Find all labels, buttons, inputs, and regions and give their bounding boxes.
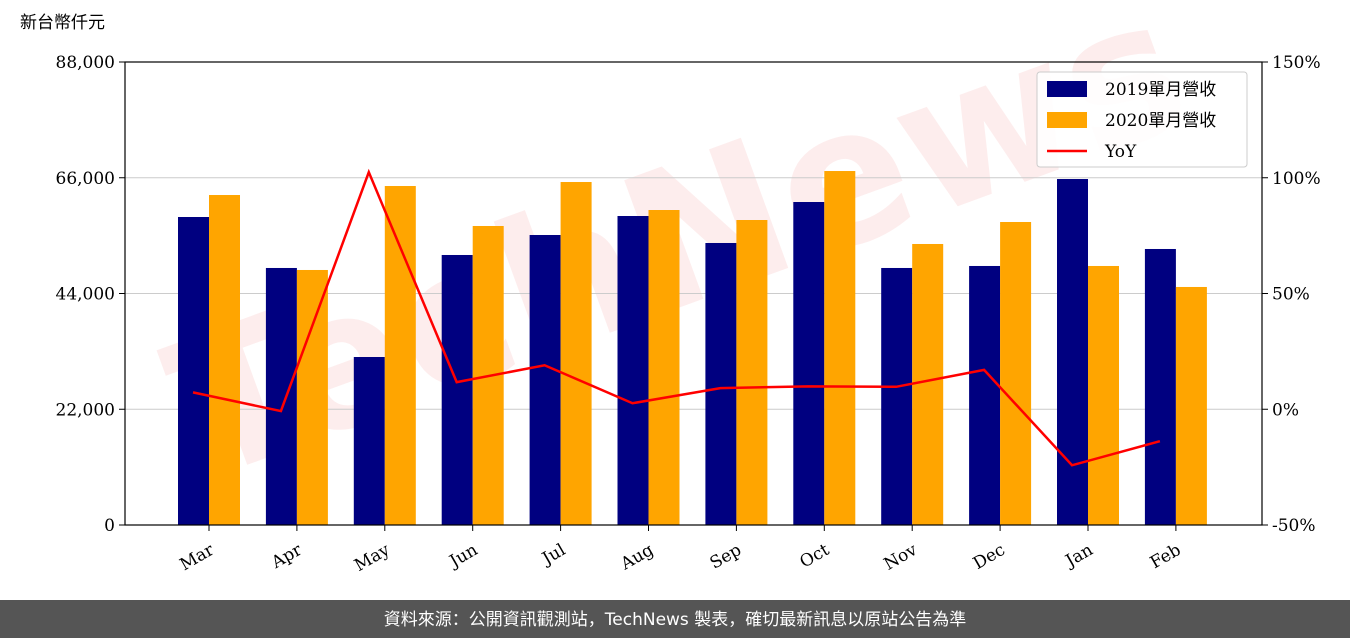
legend-swatch (1047, 112, 1087, 128)
x-tick-label: Apr (267, 540, 306, 574)
bar (384, 186, 416, 525)
bar (265, 267, 297, 525)
legend-box (1036, 71, 1248, 168)
bar (648, 210, 680, 526)
y2-tick-label: 150% (1272, 53, 1321, 73)
source-note: 資料來源：公開資訊觀測站，TechNews 製表，確切最新訊息以原站公告為準 (384, 610, 966, 630)
bar (881, 267, 913, 525)
bar (617, 216, 649, 525)
footer-bar (0, 600, 1350, 638)
bar (209, 195, 240, 526)
bar (1144, 248, 1176, 525)
x-tick-label: Dec (970, 540, 1009, 574)
bar (793, 202, 825, 525)
y2-tick-label: 0% (1272, 400, 1299, 420)
y-tick-label: 66,000 (56, 169, 115, 189)
bar (824, 171, 856, 526)
bar (560, 182, 592, 525)
x-tick-label: Oct (797, 540, 833, 573)
x-tick-label: Feb (1147, 540, 1185, 573)
bar (1175, 286, 1207, 525)
y-tick-label: 44,000 (56, 285, 115, 305)
y-tick-label: 22,000 (56, 400, 115, 420)
legend-label: 2020單月營收 (1105, 111, 1216, 131)
line-series (192, 168, 1161, 467)
bar (1088, 265, 1119, 525)
unit-label: 新台幣仟元 (20, 13, 105, 33)
y2-tick-label: 100% (1272, 169, 1321, 189)
bar (705, 242, 737, 525)
legend-swatch (1047, 81, 1087, 97)
x-tick-label: Jul (537, 540, 569, 570)
bar (1000, 221, 1032, 526)
x-tick-label: Sep (707, 540, 745, 574)
bar (912, 243, 944, 525)
x-tick-label: Aug (617, 540, 658, 575)
x-tick-label: Jun (445, 540, 482, 573)
bar (296, 269, 328, 525)
bar (441, 254, 473, 525)
x-tick-label: Mar (177, 540, 219, 576)
bar (1057, 179, 1088, 525)
y-tick-label: 88,000 (56, 53, 115, 73)
x-tick-label: Jan (1061, 540, 1097, 572)
y-tick-label: 0 (104, 516, 115, 536)
bar (736, 219, 768, 525)
x-tick-label: May (351, 540, 394, 576)
legend-label: YoY (1104, 142, 1137, 162)
y2-tick-label: 50% (1272, 285, 1310, 305)
legend-label: 2019單月營收 (1105, 80, 1216, 100)
bar (969, 265, 1001, 525)
bar (353, 357, 385, 525)
bar (529, 234, 561, 525)
plot-frame (124, 61, 1263, 526)
x-tick-label: Nov (881, 540, 921, 575)
y2-tick-label: -50% (1272, 516, 1316, 536)
bar (178, 216, 209, 526)
